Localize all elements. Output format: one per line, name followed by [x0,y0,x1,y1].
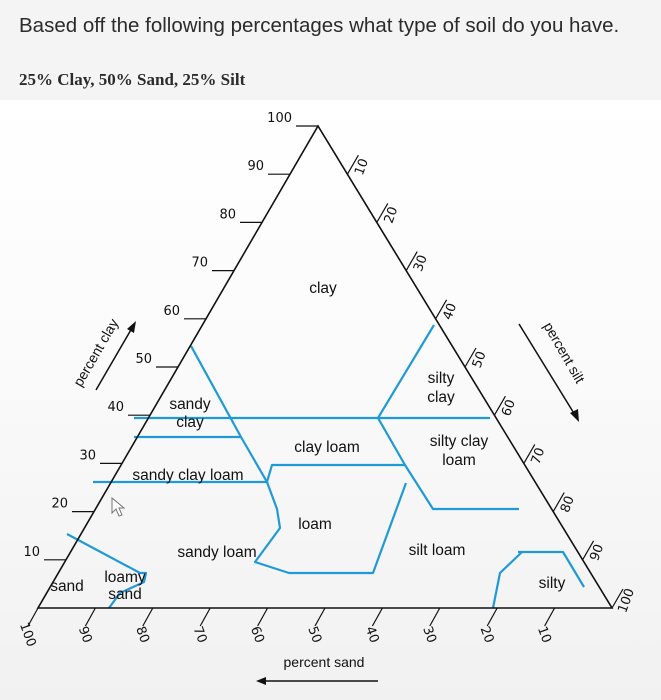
soil-texture-triangle: 10 20 30 40 50 60 70 80 90 100 10 20 30 40 50 60 70 80 90 1… [16,111,638,685]
clay-tick-label: 20 [51,497,68,512]
silt-tick [405,251,418,271]
texture-boundary [253,481,408,575]
clay-tick-label: 50 [135,352,152,367]
sand-tick [142,607,154,627]
sand-tick-label: 30 [419,624,439,645]
silt-tick-label: 60 [499,398,519,419]
texture-boundary [404,464,519,511]
region-silt-loam: silt loam [409,542,466,559]
clay-tick-label: 100 [267,111,292,126]
soil-texture-triangle-photo: 10 20 30 40 50 60 70 80 90 100 10 20 30 40 50 60 70 80 90 1… [0,100,661,700]
texture-boundary [265,417,407,483]
silt-tick-label: 70 [529,446,549,467]
silt-tick [493,395,506,416]
sand-tick [27,607,39,627]
silt-tick-label: 30 [411,253,431,274]
region-loamy-sand-line1: loamy [104,569,146,586]
clay-tick-label: 40 [107,400,124,415]
sand-tick-label: 10 [534,624,554,645]
sand-tick-label: 60 [247,624,267,645]
region-loam: loam [298,516,332,533]
region-silty-clay-line2: clay [427,389,455,406]
question-text: Based off the following percentages what… [19,14,620,37]
sand-tick-label: 70 [190,624,210,645]
silt-tick-label: 50 [470,349,490,370]
given-percentages: 25% Clay, 50% Sand, 25% Silt [19,70,246,89]
silt-tick-label: 40 [440,301,460,322]
sand-tick-label: 90 [75,624,95,645]
texture-boundaries [66,324,585,609]
percent-sand-arrow [256,677,378,685]
clay-tick-label: 30 [79,448,96,463]
silt-tick-label: 20 [382,205,402,226]
sand-tick [257,607,269,627]
axis-ticks [27,125,624,627]
clay-tick-label: 60 [163,304,180,319]
silt-tick [346,154,359,175]
silt-tick [435,299,448,320]
clay-tick-label: 70 [191,256,208,271]
percent-clay-arrow [95,321,136,391]
region-silty-clay-loam-line2: loam [442,452,476,469]
region-sandy-clay-line2: clay [176,414,204,431]
percent-silt-title: percent silt [540,319,588,386]
texture-boundary [518,550,585,588]
region-clay-loam: clay loam [294,439,359,456]
silt-tick-label: 100 [615,587,638,615]
triangle-outline [36,124,614,609]
sand-tick-label: 80 [132,624,152,645]
percent-clay-title: percent clay [70,316,122,389]
region-clay: clay [309,280,337,297]
region-silty-clay-line1: silty [428,370,455,387]
cursor-icon [111,496,126,517]
silt-tick [582,540,595,561]
silt-tick-label: 80 [558,494,578,515]
clay-tick-label: 80 [219,207,236,222]
region-silt: silty [539,575,566,592]
region-sandy-clay-line1: sandy [169,396,211,413]
percent-sand-title: percent sand [284,654,365,670]
silt-tick-label: 10 [352,157,372,178]
silt-tick [376,203,389,223]
sand-tick-label: 50 [304,624,324,645]
sand-tick-label: 100 [16,621,39,649]
sand-tick-label: 20 [477,624,497,645]
region-silty-clay-loam-line1: silty clay [430,433,489,450]
silt-tick [552,492,565,512]
clay-tick-label: 10 [23,545,40,560]
region-sandy-loam: sandy loam [177,544,256,561]
sand-tick [314,607,326,627]
sand-tick [486,607,498,627]
silt-tick [611,588,624,609]
region-sandy-clay-loam: sandy clay loam [132,467,243,484]
sand-tick [371,607,383,627]
texture-boundary [491,551,523,609]
clay-tick-label: 90 [247,159,264,174]
percent-silt-arrow [518,323,579,422]
region-loamy-sand-line2: sand [108,586,142,603]
sand-tick [544,607,556,627]
sand-tick [429,607,441,627]
region-sand: sand [50,578,84,595]
silt-tick [523,444,536,464]
silt-tick-label: 90 [587,542,607,563]
silt-tick [464,347,477,368]
sand-tick [199,607,211,627]
sand-tick [84,607,96,627]
triangle-frame [36,124,614,609]
sand-tick-label: 40 [362,624,382,645]
texture-boundary [66,533,148,609]
